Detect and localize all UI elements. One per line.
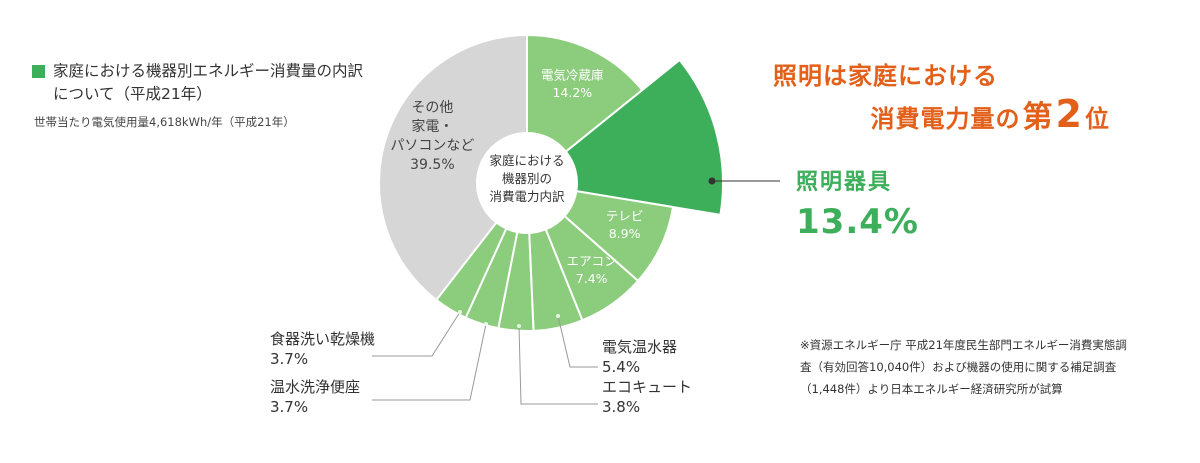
highlight-value: 13.4%	[796, 202, 919, 242]
leader-dot	[556, 314, 560, 318]
slice-label: エコキュート	[602, 378, 692, 396]
headline-line2: 消費電力量の 第 2 位	[773, 94, 1110, 139]
slice-label: テレビ 8.9%	[606, 209, 644, 242]
slice-value-label: 3.7%	[270, 350, 308, 368]
headline-rank-number: 2	[1055, 92, 1083, 136]
legend-row: 家庭における機器別エネルギー消費量の内訳について（平成21年）	[32, 60, 373, 106]
legend: 家庭における機器別エネルギー消費量の内訳について（平成21年） 世帯当たり電気使…	[32, 60, 373, 130]
leader-line	[557, 315, 598, 368]
pie-slice	[564, 58, 724, 217]
highlight-label: 照明器具	[796, 170, 893, 195]
headline-line1: 照明は家庭における	[773, 62, 998, 90]
headline-line2-prefix: 消費電力量の	[870, 105, 1021, 133]
leader-line	[372, 323, 487, 401]
highlight: 照明器具 13.4%	[796, 164, 919, 242]
slice-label: エアコン 7.4%	[567, 254, 617, 287]
leader-line	[518, 325, 598, 405]
pie-slice	[378, 33, 528, 302]
headline-rank-suffix: 位	[1085, 105, 1110, 133]
slice-value-label: 5.4%	[602, 358, 640, 376]
slice-label: 電気温水器	[602, 338, 677, 356]
slice-label: 食器洗い乾燥機	[270, 330, 375, 348]
slice-value-label: 3.8%	[602, 398, 640, 416]
legend-note: 世帯当たり電気使用量4,618kWh/年（平成21年）	[34, 115, 295, 129]
slice-label: その他家電・パソコンなど 39.5%	[390, 100, 474, 173]
pie-slice	[526, 33, 644, 154]
headline-rank-prefix: 第	[1022, 100, 1054, 135]
legend-title: 家庭における機器別エネルギー消費量の内訳について（平成21年）	[53, 62, 364, 103]
headline: 照明は家庭における 消費電力量の 第 2 位	[773, 58, 1110, 139]
slice-label: 温水洗浄便座	[270, 378, 360, 396]
slice-label: 電気冷蔵庫 14.2%	[541, 68, 604, 101]
leader-dot	[458, 310, 462, 314]
leader-dot	[484, 322, 488, 326]
slice-value-label: 3.7%	[270, 398, 308, 416]
source-note: ※資源エネルギー庁 平成21年度民生部門エネルギー消費実態調査（有効回答10,0…	[800, 338, 1127, 396]
leader-dot	[517, 324, 521, 328]
highlight-leader-dot	[708, 177, 716, 185]
legend-square-icon	[32, 65, 45, 78]
leader-line	[372, 311, 461, 357]
center-label: 家庭における機器別の消費電力内訳	[489, 153, 565, 204]
